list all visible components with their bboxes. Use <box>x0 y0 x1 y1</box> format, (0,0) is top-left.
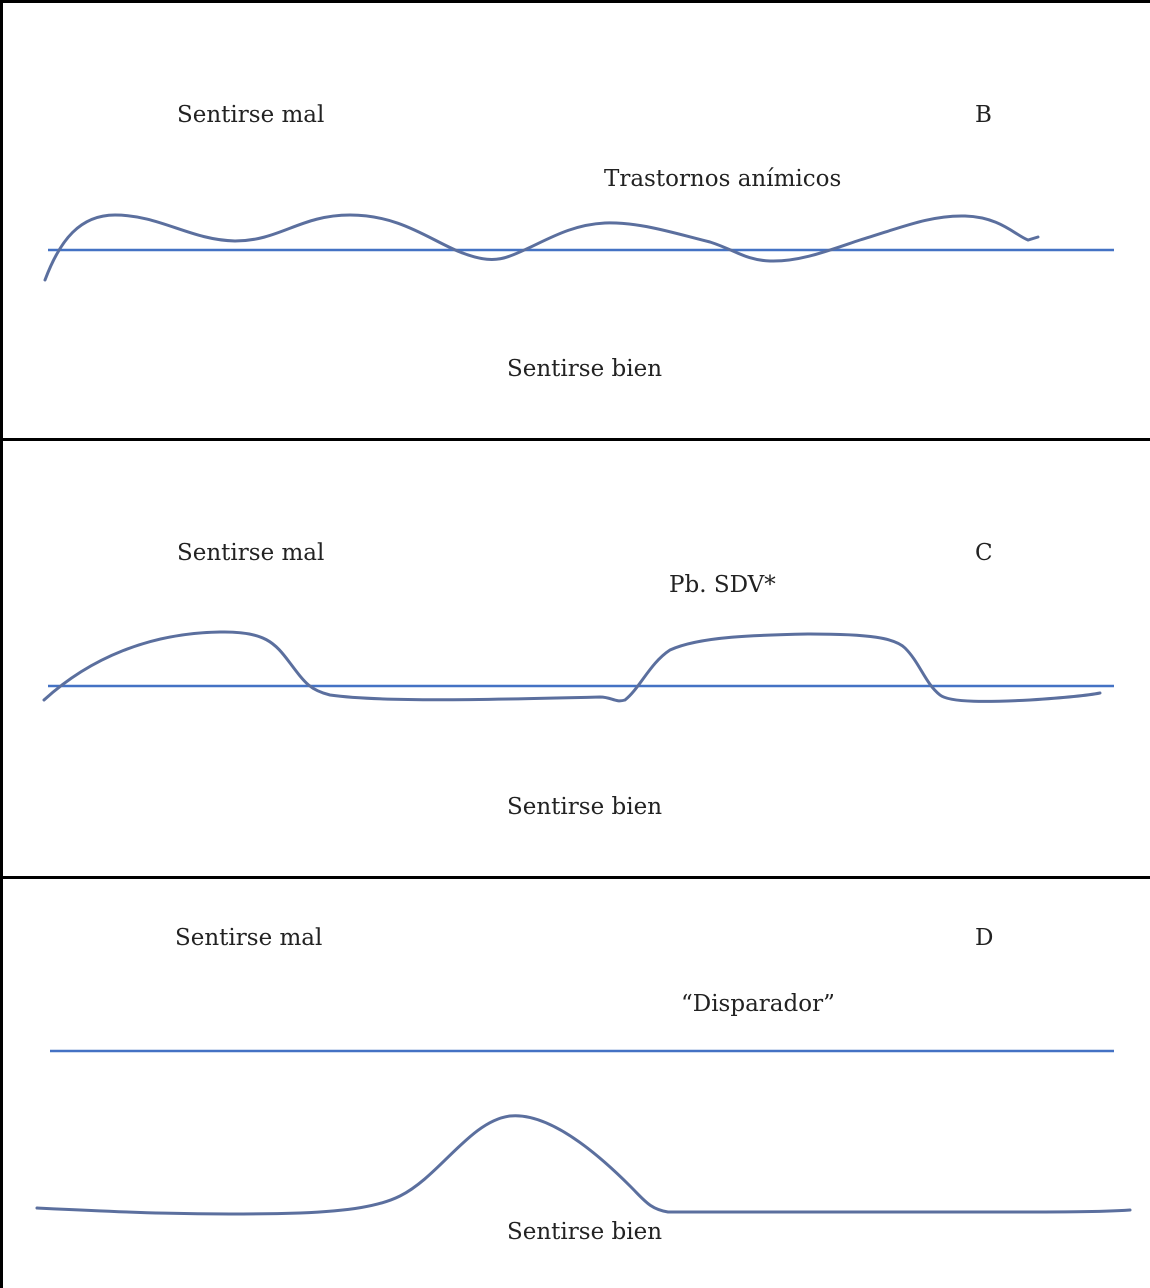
feel-good-label: Sentirse bien <box>507 1219 663 1245</box>
mood-curve <box>42 630 1102 703</box>
panel-divider <box>0 438 1150 441</box>
panel-c-graph <box>42 630 1114 703</box>
panel-letter: C <box>975 540 993 566</box>
annotation-label: Trastornos anímicos <box>604 166 842 192</box>
panel-letter: B <box>975 102 992 128</box>
feel-good-label: Sentirse bien <box>507 794 663 820</box>
panel-b-graph <box>43 213 1114 282</box>
panel-divider <box>0 876 1150 879</box>
panel-c: Sentirse mal C Pb. SDV* Sentirse bien <box>0 438 1150 876</box>
annotation-label: Pb. SDV* <box>669 572 776 598</box>
annotation-label: “Disparador” <box>681 991 835 1017</box>
mood-curve <box>43 213 1040 282</box>
panel-d-graph <box>35 1049 1132 1216</box>
panel-letter: D <box>975 925 994 951</box>
feel-bad-label: Sentirse mal <box>177 102 325 128</box>
mood-curve <box>35 1114 1132 1216</box>
panel-b: Sentirse mal B Trastornos anímicos Senti… <box>0 0 1150 438</box>
feel-bad-label: Sentirse mal <box>177 540 325 566</box>
feel-bad-label: Sentirse mal <box>175 925 323 951</box>
panel-d: Sentirse mal D “Disparador” Sentirse bie… <box>0 876 1150 1288</box>
feel-good-label: Sentirse bien <box>507 356 663 382</box>
